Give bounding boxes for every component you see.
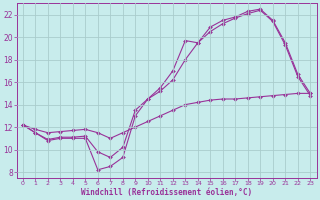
X-axis label: Windchill (Refroidissement éolien,°C): Windchill (Refroidissement éolien,°C) <box>81 188 252 197</box>
